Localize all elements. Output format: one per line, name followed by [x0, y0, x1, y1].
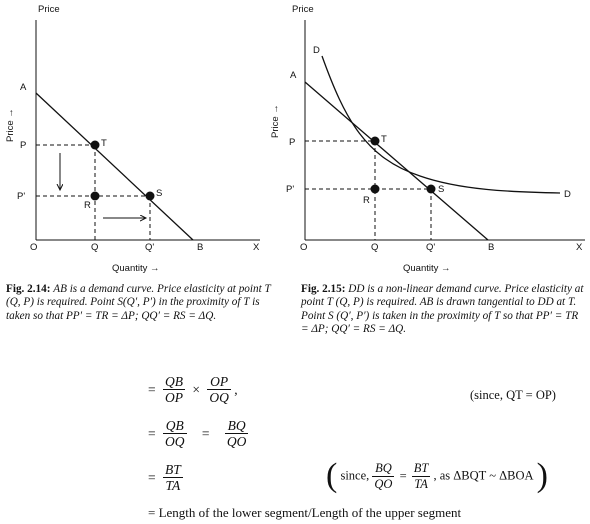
- caption-fig-2-15: Fig. 2.15: DD is a non-linear demand cur…: [301, 283, 587, 337]
- numerator: OP: [207, 374, 231, 390]
- label-o: O: [30, 242, 37, 253]
- numerator: BT: [411, 460, 431, 477]
- numerator: BQ: [372, 461, 395, 477]
- point-t: [370, 136, 380, 146]
- point-r: [370, 184, 380, 194]
- point-r: [90, 191, 100, 201]
- label-t: T: [381, 134, 387, 145]
- label-o: O: [300, 242, 307, 253]
- label-b: B: [488, 242, 494, 253]
- fraction: BT TA: [163, 462, 183, 493]
- label-x: X: [576, 242, 583, 253]
- equation-line-4: = Length of the lower segment/Length of …: [148, 505, 462, 520]
- figures-area: Price Price → A P P' T S R O Q Q' B X Qu…: [5, 4, 585, 274]
- denominator: QO: [226, 434, 247, 449]
- right-paren: ): [536, 457, 548, 494]
- label-r: R: [84, 200, 91, 211]
- numerator: BQ: [224, 418, 249, 434]
- caption-number: Fig. 2.15:: [301, 283, 346, 295]
- label-d-right: D: [564, 189, 571, 200]
- equation-note-1: (since, QT = OP): [470, 388, 556, 402]
- label-q-prime: Q': [426, 242, 435, 253]
- quantity-axis-title: Quantity →: [112, 263, 160, 274]
- point-s: [145, 191, 155, 201]
- price-axis-title: Price: [38, 4, 60, 15]
- label-b: B: [197, 242, 203, 253]
- tangent-line-ab: [304, 81, 489, 241]
- price-arrow-label: Price →: [5, 108, 16, 142]
- numerator: BT: [163, 462, 183, 478]
- label-p: P: [289, 137, 295, 148]
- fraction: BQ QO: [224, 418, 249, 449]
- quantity-axis-title: Quantity →: [403, 263, 451, 274]
- point-t: [90, 140, 100, 150]
- label-p: P: [20, 140, 26, 151]
- fraction: QB OP: [163, 374, 185, 405]
- caption-text: AB is a demand curve. Price elasticity a…: [6, 283, 271, 322]
- equation-line-3: = BT TA: [144, 462, 183, 493]
- label-q-prime: Q': [145, 242, 154, 253]
- numerator: QB: [163, 418, 187, 434]
- fraction: BQ QO: [372, 461, 395, 492]
- note-prefix: since,: [340, 468, 370, 483]
- denominator: OQ: [209, 390, 229, 405]
- equals-sign: =: [148, 469, 156, 485]
- denominator: OP: [165, 390, 183, 405]
- equation-note-3: ( since, BQ QO = BT TA , as ΔBQT ~ ΔBOA ): [326, 459, 548, 493]
- label-p-prime: P': [286, 184, 294, 195]
- label-t: T: [101, 138, 107, 149]
- note-suffix: , as ΔBQT ~ ΔBOA: [433, 468, 534, 483]
- point-s: [426, 184, 436, 194]
- times-sign: ×: [192, 381, 200, 397]
- fraction: OP OQ: [207, 374, 231, 405]
- equals-sign: =: [201, 425, 210, 441]
- demand-curve-ab: [35, 92, 194, 241]
- equals-sign: =: [399, 468, 407, 483]
- label-a: A: [20, 82, 27, 93]
- figure-2-14: Price Price → A P P' T S R O Q Q' B X Qu…: [5, 4, 260, 274]
- caption-fig-2-14: Fig. 2.14: AB is a demand curve. Price e…: [6, 283, 286, 323]
- denominator: TA: [165, 478, 181, 493]
- fraction: BT TA: [411, 460, 431, 492]
- caption-text: DD is a non-linear demand curve. Price e…: [301, 283, 584, 336]
- equals-sign: =: [148, 425, 156, 441]
- equation-line-2: = QB OQ = BQ QO: [144, 418, 249, 449]
- label-p-prime: P': [17, 191, 25, 202]
- label-q: Q: [91, 242, 98, 253]
- fraction: QB OQ: [163, 418, 187, 449]
- price-axis-title: Price: [292, 4, 314, 15]
- label-q: Q: [371, 242, 378, 253]
- figure-2-15: Price Price → D D A P P' T S R O Q Q' B …: [270, 4, 585, 274]
- denominator: OQ: [165, 434, 185, 449]
- denominator: QO: [374, 476, 393, 491]
- label-d-top: D: [313, 45, 320, 56]
- numerator: QB: [163, 374, 185, 390]
- left-paren: (: [326, 457, 338, 494]
- equals-sign: =: [148, 381, 156, 397]
- label-a: A: [290, 70, 297, 81]
- demand-curve-dd: [321, 55, 561, 194]
- label-x: X: [253, 242, 260, 253]
- comma: ,: [234, 381, 238, 397]
- equation-line-1: = QB OP × OP OQ ,: [144, 374, 242, 405]
- price-arrow-label: Price →: [270, 104, 281, 138]
- caption-number: Fig. 2.14:: [6, 283, 51, 295]
- denominator: TA: [414, 476, 428, 491]
- label-s: S: [438, 184, 444, 195]
- label-s: S: [156, 188, 162, 199]
- label-r: R: [363, 195, 370, 206]
